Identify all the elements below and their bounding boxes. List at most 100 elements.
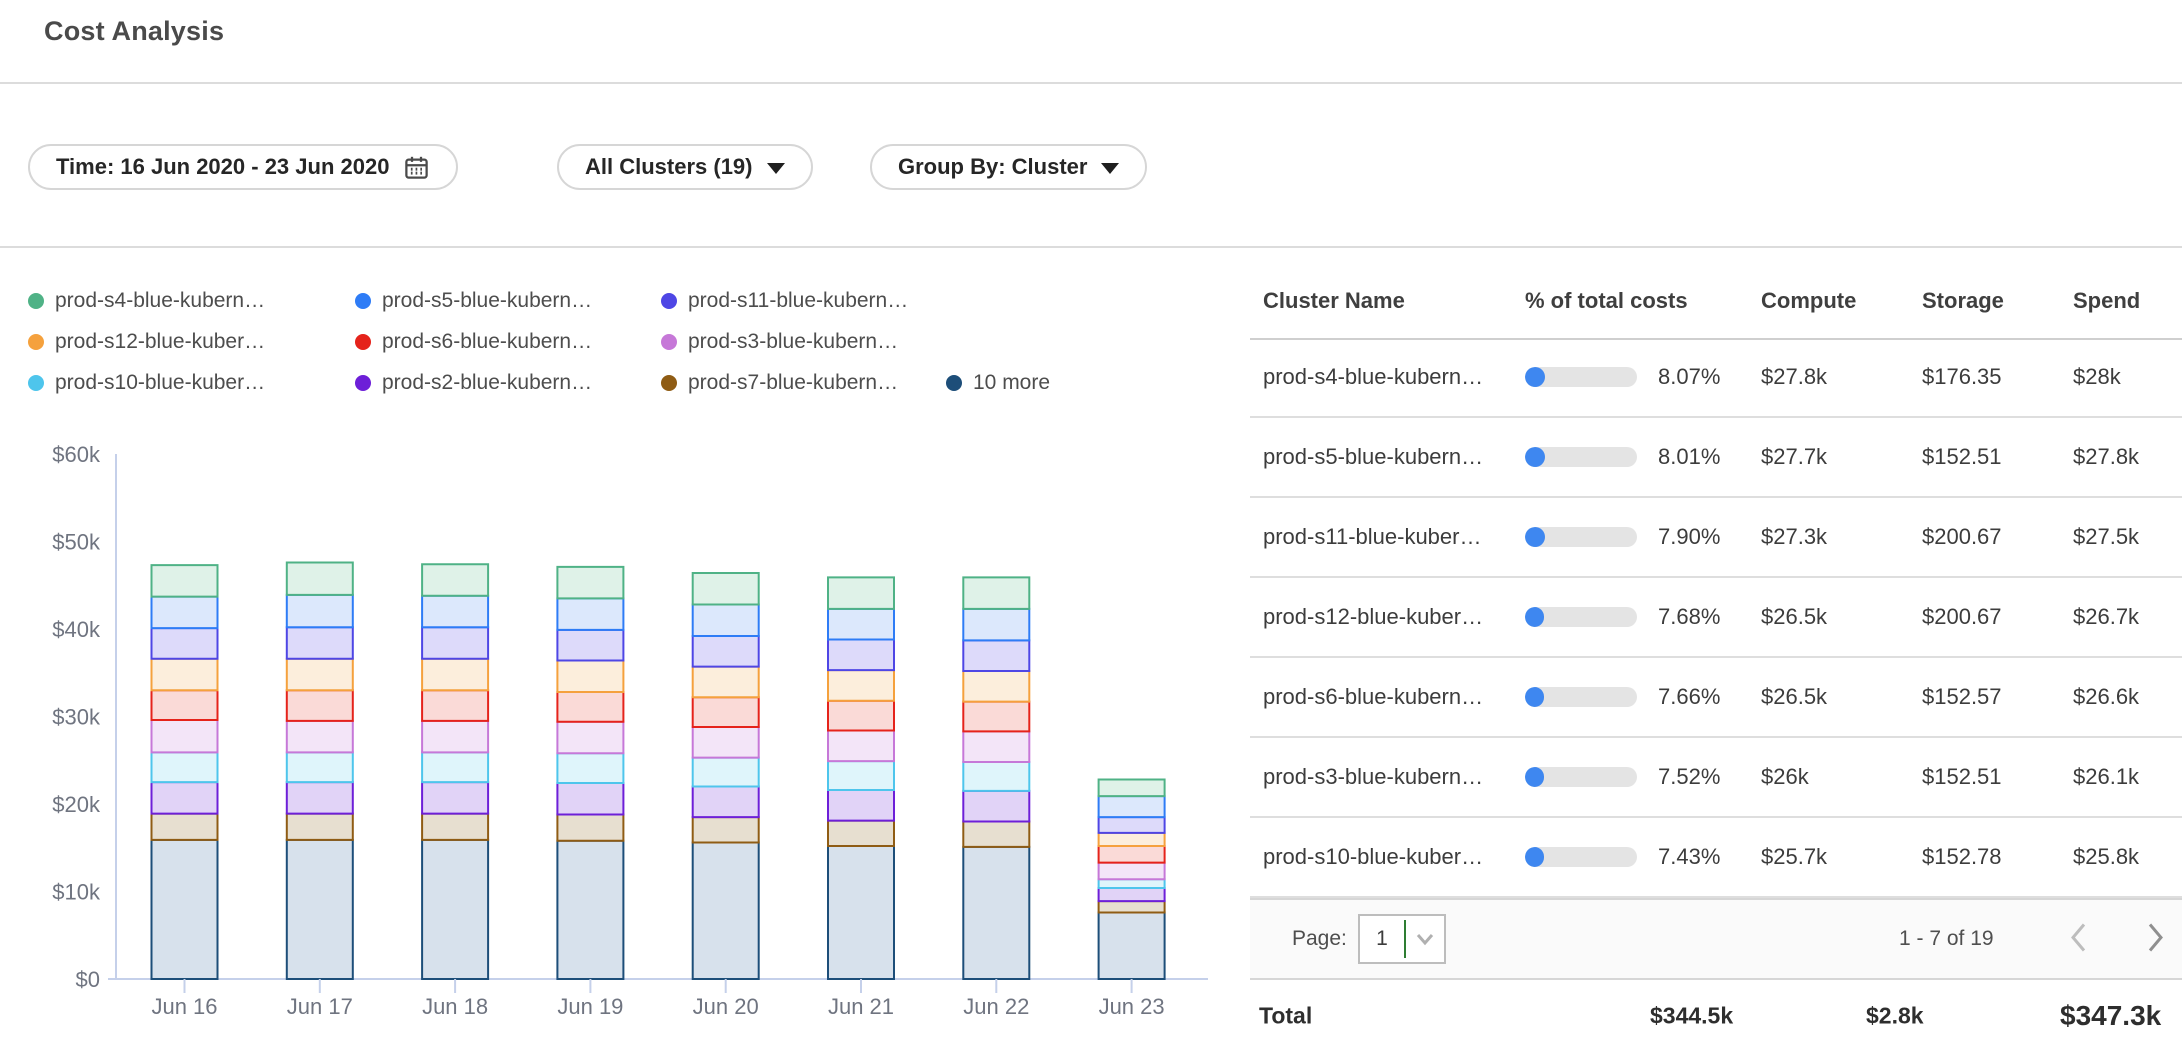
bar-segment[interactable] (422, 596, 488, 628)
bar-segment[interactable] (1099, 901, 1165, 912)
bar-segment[interactable] (287, 840, 353, 979)
bar-segment[interactable] (693, 758, 759, 787)
bar-segment[interactable] (828, 577, 894, 609)
bar-segment[interactable] (963, 671, 1029, 702)
bar-segment[interactable] (828, 701, 894, 731)
bar-segment[interactable] (422, 840, 488, 979)
bar-segment[interactable] (828, 761, 894, 790)
bar-segment[interactable] (693, 697, 759, 727)
bar-segment[interactable] (1099, 817, 1165, 833)
legend-item[interactable]: prod-s6-blue-kubern… (355, 330, 592, 354)
bar-segment[interactable] (963, 822, 1029, 847)
cluster-name-link[interactable]: prod-s10-blue-kuber… (1263, 844, 1483, 870)
bar-segment[interactable] (828, 670, 894, 701)
bar-segment[interactable] (557, 598, 623, 630)
bar-segment[interactable] (693, 636, 759, 667)
legend-item[interactable]: 10 more (946, 371, 1050, 395)
bar-segment[interactable] (287, 690, 353, 721)
bar-segment[interactable] (152, 720, 218, 752)
bar-segment[interactable] (557, 630, 623, 661)
bar-segment[interactable] (1099, 846, 1165, 863)
legend-item[interactable]: prod-s3-blue-kubern… (661, 330, 898, 354)
bar-segment[interactable] (693, 843, 759, 980)
bar-segment[interactable] (828, 790, 894, 821)
bar-segment[interactable] (693, 817, 759, 842)
bar-segment[interactable] (828, 846, 894, 979)
bar-segment[interactable] (557, 841, 623, 979)
bar-segment[interactable] (1099, 863, 1165, 880)
bar-segment[interactable] (287, 721, 353, 753)
bar-segment[interactable] (963, 702, 1029, 732)
prev-page-button[interactable] (2062, 917, 2094, 962)
cluster-name-link[interactable]: prod-s3-blue-kubern… (1263, 764, 1483, 790)
bar-segment[interactable] (828, 731, 894, 762)
bar-segment[interactable] (152, 597, 218, 629)
bar-segment[interactable] (963, 847, 1029, 979)
legend-item[interactable]: prod-s12-blue-kuber… (28, 330, 265, 354)
legend-item[interactable]: prod-s11-blue-kubern… (661, 289, 908, 313)
group-by-filter[interactable]: Group By: Cluster (870, 144, 1147, 190)
bar-segment[interactable] (152, 752, 218, 782)
bar-segment[interactable] (557, 661, 623, 693)
bar-segment[interactable] (557, 722, 623, 754)
legend-item[interactable]: prod-s4-blue-kubern… (28, 289, 265, 313)
bar-segment[interactable] (1099, 879, 1165, 888)
bar-segment[interactable] (152, 840, 218, 979)
bar-segment[interactable] (1099, 888, 1165, 901)
bar-segment[interactable] (422, 752, 488, 782)
bar-segment[interactable] (963, 731, 1029, 762)
clusters-filter[interactable]: All Clusters (19) (557, 144, 813, 190)
cluster-name-link[interactable]: prod-s4-blue-kubern… (1263, 364, 1483, 390)
bar-segment[interactable] (287, 782, 353, 814)
bar-segment[interactable] (1099, 913, 1165, 980)
next-page-button[interactable] (2140, 917, 2172, 962)
bar-segment[interactable] (287, 752, 353, 782)
bar-segment[interactable] (422, 627, 488, 659)
bar-segment[interactable] (557, 783, 623, 815)
bar-segment[interactable] (1099, 833, 1165, 846)
legend-item[interactable]: prod-s10-blue-kuber… (28, 371, 265, 395)
bar-segment[interactable] (287, 659, 353, 691)
bar-segment[interactable] (422, 690, 488, 721)
legend-item[interactable]: prod-s2-blue-kubern… (355, 371, 592, 395)
cluster-name-link[interactable]: prod-s12-blue-kuber… (1263, 604, 1483, 630)
bar-segment[interactable] (557, 692, 623, 722)
bar-segment[interactable] (557, 567, 623, 599)
bar-segment[interactable] (152, 659, 218, 691)
legend-item[interactable]: prod-s7-blue-kubern… (661, 371, 898, 395)
bar-segment[interactable] (1099, 796, 1165, 817)
bar-segment[interactable] (693, 787, 759, 818)
bar-segment[interactable] (152, 814, 218, 840)
bar-segment[interactable] (1099, 780, 1165, 797)
bar-segment[interactable] (422, 782, 488, 814)
bar-segment[interactable] (828, 640, 894, 671)
bar-segment[interactable] (963, 762, 1029, 791)
legend-item[interactable]: prod-s5-blue-kubern… (355, 289, 592, 313)
bar-segment[interactable] (422, 564, 488, 596)
bar-segment[interactable] (693, 573, 759, 605)
bar-segment[interactable] (287, 595, 353, 627)
bar-segment[interactable] (693, 605, 759, 637)
cluster-name-link[interactable]: prod-s5-blue-kubern… (1263, 444, 1483, 470)
bar-segment[interactable] (152, 628, 218, 659)
bar-segment[interactable] (287, 814, 353, 840)
cluster-name-link[interactable]: prod-s11-blue-kuber… (1263, 524, 1481, 550)
bar-segment[interactable] (963, 640, 1029, 671)
page-select[interactable]: 1 (1358, 914, 1446, 964)
bar-segment[interactable] (152, 565, 218, 597)
bar-segment[interactable] (287, 563, 353, 595)
time-range-filter[interactable]: Time: 16 Jun 2020 - 23 Jun 2020 (28, 144, 458, 190)
bar-segment[interactable] (152, 690, 218, 720)
cluster-name-link[interactable]: prod-s6-blue-kubern… (1263, 684, 1483, 710)
bar-segment[interactable] (693, 667, 759, 698)
bar-segment[interactable] (557, 753, 623, 783)
bar-segment[interactable] (422, 814, 488, 840)
bar-segment[interactable] (152, 782, 218, 814)
bar-segment[interactable] (963, 577, 1029, 609)
bar-segment[interactable] (963, 609, 1029, 641)
bar-segment[interactable] (963, 791, 1029, 822)
bar-segment[interactable] (287, 627, 353, 659)
bar-segment[interactable] (828, 609, 894, 640)
bar-segment[interactable] (693, 727, 759, 758)
bar-segment[interactable] (422, 659, 488, 691)
